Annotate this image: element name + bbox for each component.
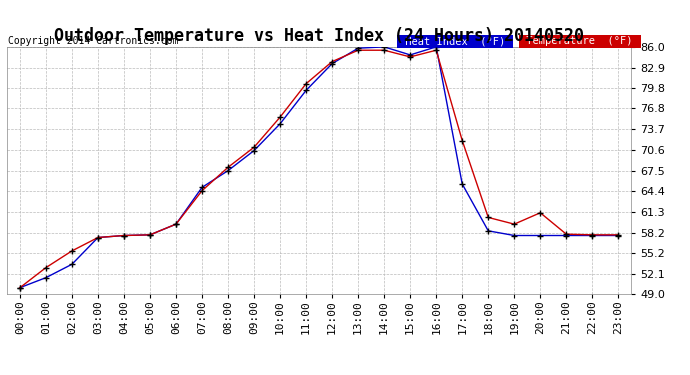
Text: Heat Index  (°F): Heat Index (°F) [399,36,511,46]
Text: Temperature  (°F): Temperature (°F) [520,36,639,46]
Text: Copyright 2014 Cartronics.com: Copyright 2014 Cartronics.com [8,36,178,46]
Title: Outdoor Temperature vs Heat Index (24 Hours) 20140520: Outdoor Temperature vs Heat Index (24 Ho… [54,27,584,45]
